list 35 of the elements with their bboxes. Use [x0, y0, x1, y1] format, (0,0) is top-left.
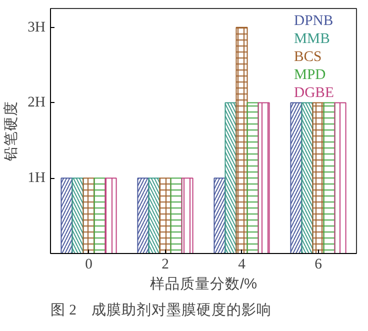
bar	[137, 178, 150, 254]
bar	[214, 178, 226, 254]
bar	[72, 178, 84, 254]
text: BCS	[294, 49, 322, 66]
y-tick-label: 3H	[28, 19, 46, 36]
bar	[236, 26, 248, 254]
x-tick-label: 4	[238, 256, 246, 272]
x-tick-label: 0	[85, 256, 92, 272]
bar	[301, 102, 314, 254]
caption: 图 2 成膜助剂对墨膜硬度的影响	[50, 302, 272, 318]
y-tick-label: 2H	[28, 94, 46, 111]
bar	[104, 178, 117, 254]
x-tick-label: 2	[162, 256, 169, 272]
series-label: DGBE	[294, 85, 334, 102]
y-axis-title: 铅笔硬度	[2, 101, 20, 162]
bar	[170, 178, 182, 254]
series-label: MPD	[294, 67, 326, 84]
x-tick-label: 6	[314, 256, 322, 272]
bar	[224, 102, 237, 254]
bar	[334, 102, 346, 254]
text: MMB	[294, 31, 330, 48]
y-tick-label: 1H	[28, 170, 46, 186]
bar	[290, 102, 302, 254]
bar	[60, 178, 73, 254]
bar	[159, 178, 172, 254]
x-axis-title: 样品质量分数/%	[150, 276, 258, 292]
bar	[246, 102, 259, 254]
bar	[312, 102, 324, 254]
bar	[94, 178, 106, 254]
text: DPNB	[294, 13, 334, 30]
bar	[148, 178, 160, 254]
bar	[181, 178, 194, 254]
bar	[258, 102, 270, 254]
bar	[82, 178, 95, 254]
bar	[323, 102, 336, 254]
